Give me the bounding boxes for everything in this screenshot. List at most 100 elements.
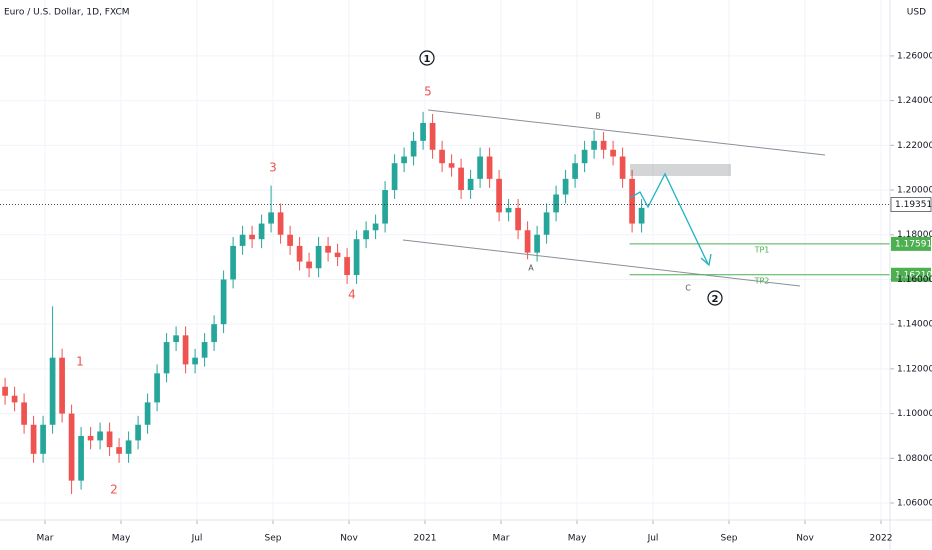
x-tick-label: Nov bbox=[796, 534, 814, 544]
x-tick-label: Jul bbox=[647, 534, 659, 544]
candle-body bbox=[230, 245, 236, 280]
candle-body bbox=[353, 239, 360, 275]
x-tick-label: Sep bbox=[721, 534, 738, 544]
wave-label: A bbox=[528, 264, 534, 273]
candle-body bbox=[420, 122, 426, 141]
candle-body bbox=[154, 373, 160, 403]
candle-body bbox=[2, 386, 8, 396]
y-tick-label: 1.24000 bbox=[897, 96, 932, 106]
candle-body bbox=[220, 279, 227, 325]
x-tick-label: May bbox=[112, 534, 131, 544]
candle-body bbox=[629, 178, 635, 224]
candle-body bbox=[68, 413, 75, 481]
candle-body bbox=[410, 140, 417, 157]
candle-body bbox=[610, 149, 616, 157]
candles-layer bbox=[2, 111, 645, 495]
wave-label: 1 bbox=[76, 355, 84, 369]
target-name: TP2 bbox=[754, 276, 770, 285]
x-tick-label: Mar bbox=[493, 534, 510, 544]
candle-body bbox=[344, 257, 350, 275]
candle-body bbox=[572, 163, 578, 179]
arrow-head bbox=[700, 253, 712, 267]
price-badge bbox=[891, 267, 931, 282]
y-tick-label: 1.14000 bbox=[897, 320, 932, 330]
candle-body bbox=[382, 190, 388, 224]
candle-body bbox=[296, 245, 303, 262]
y-tick-label: 1.20000 bbox=[897, 186, 932, 196]
candle-body bbox=[619, 156, 626, 179]
y-tick-label: 1.10000 bbox=[897, 409, 932, 419]
candle-body bbox=[401, 156, 407, 164]
candle-body bbox=[249, 234, 255, 240]
candle-body bbox=[391, 163, 398, 191]
candle-body bbox=[591, 140, 597, 150]
candle-body bbox=[439, 149, 445, 164]
candle-body bbox=[163, 342, 170, 374]
candle-body bbox=[87, 435, 94, 441]
candle-body bbox=[372, 223, 379, 231]
candle-body bbox=[182, 335, 189, 365]
wave-label: 2 bbox=[110, 483, 118, 497]
last-price-label: 1.19351 bbox=[895, 200, 932, 210]
candle-body bbox=[448, 163, 455, 168]
y-tick-label: 1.18000 bbox=[897, 230, 932, 240]
channel-bottom bbox=[402, 239, 801, 287]
x-tick-label: Jul bbox=[191, 534, 203, 544]
target-name: TP1 bbox=[754, 245, 770, 254]
candle-body bbox=[59, 357, 65, 414]
drawings: 1 2 3 4 5 A B C 1 2 bbox=[76, 50, 826, 497]
candle-body bbox=[458, 167, 464, 191]
wave-label: 1 bbox=[424, 54, 431, 65]
candle-body bbox=[429, 122, 436, 150]
candle-body bbox=[21, 402, 27, 425]
price-badge bbox=[890, 197, 932, 212]
x-tick-label: May bbox=[568, 534, 587, 544]
candle-body bbox=[524, 230, 531, 253]
price-badge bbox=[891, 236, 931, 251]
x-tick-label: Mar bbox=[36, 534, 53, 544]
candle-body bbox=[192, 357, 198, 365]
candle-body bbox=[116, 447, 122, 454]
candle-body bbox=[201, 342, 208, 358]
channel-top bbox=[427, 109, 826, 156]
y-tick-label: 1.12000 bbox=[897, 364, 932, 374]
x-tick-label: Sep bbox=[265, 534, 282, 544]
y-unit: USD bbox=[907, 8, 926, 18]
x-tick-label: Nov bbox=[340, 534, 358, 544]
candle-body bbox=[49, 357, 56, 425]
candle-body bbox=[581, 149, 588, 164]
candle-body bbox=[638, 207, 645, 224]
wave-label: 5 bbox=[424, 85, 432, 99]
wave-label: C bbox=[685, 284, 691, 293]
y-tick-label: 1.26000 bbox=[897, 51, 932, 61]
candle-body bbox=[277, 212, 284, 235]
candle-body bbox=[40, 424, 46, 454]
candle-body bbox=[477, 156, 483, 179]
candle-body bbox=[144, 402, 151, 425]
candle-body bbox=[106, 431, 113, 448]
zone bbox=[630, 164, 731, 176]
wave-label: 2 bbox=[712, 294, 719, 305]
candle-body bbox=[125, 440, 132, 454]
candle-body bbox=[268, 212, 274, 224]
y-tick-label: 1.08000 bbox=[897, 454, 932, 464]
candle-body bbox=[543, 212, 550, 235]
x-tick-label: 2022 bbox=[870, 534, 893, 544]
wave-label: 4 bbox=[348, 288, 356, 302]
y-tick-label: 1.16000 bbox=[897, 275, 932, 285]
candle-body bbox=[287, 234, 293, 246]
x-tick-label: 2021 bbox=[414, 534, 437, 544]
candle-body bbox=[325, 245, 331, 253]
candle-body bbox=[78, 435, 84, 481]
candle-body bbox=[515, 207, 521, 231]
chart-title: Euro / U.S. Dollar, 1D, FXCM bbox=[4, 8, 130, 18]
circle bbox=[707, 290, 723, 306]
candle-body bbox=[30, 424, 37, 454]
y-tick-label: 1.22000 bbox=[897, 141, 932, 151]
candle-body bbox=[306, 261, 312, 269]
candle-body bbox=[600, 140, 607, 150]
candle-body bbox=[239, 234, 246, 246]
candle-body bbox=[258, 223, 265, 240]
